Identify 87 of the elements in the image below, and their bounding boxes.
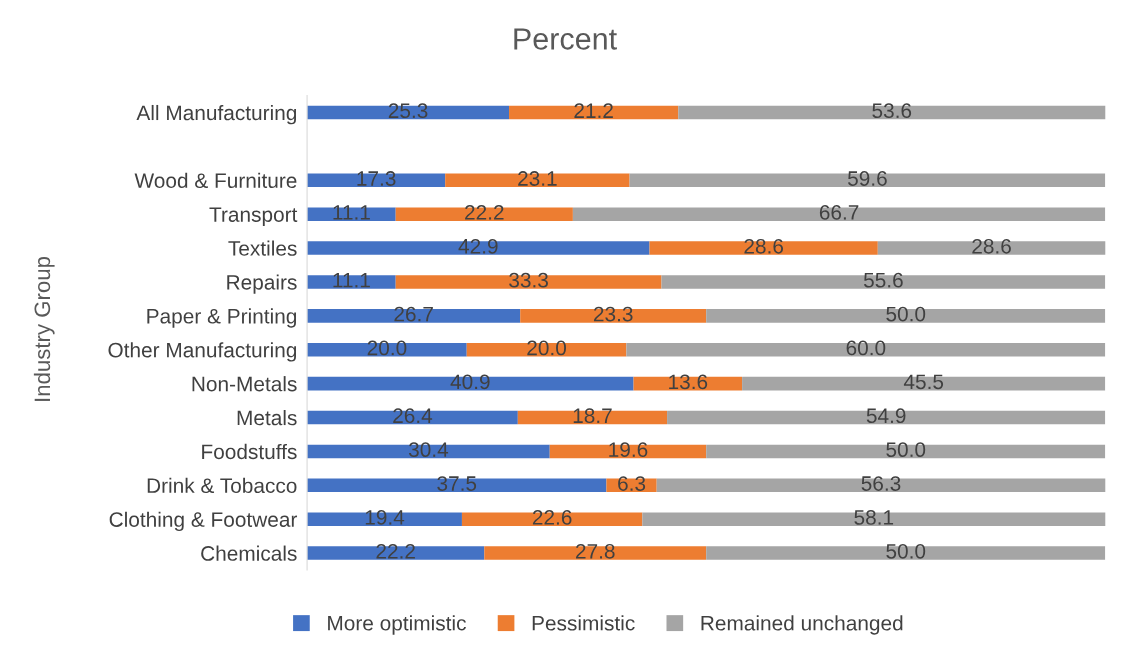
data-label: 37.5 bbox=[437, 476, 477, 491]
y-tick-label: All Manufacturing bbox=[136, 104, 297, 125]
data-label: 6.3 bbox=[618, 476, 646, 491]
data-label: 30.4 bbox=[408, 442, 449, 458]
y-tick-label: Chemicals bbox=[201, 545, 297, 561]
bar bbox=[706, 546, 1106, 560]
data-label: 53.6 bbox=[872, 103, 912, 119]
bar bbox=[307, 410, 518, 425]
bar bbox=[395, 207, 573, 221]
bar bbox=[307, 376, 634, 391]
data-label: 18.7 bbox=[573, 408, 612, 424]
data-label: 50.0 bbox=[886, 306, 926, 322]
data-label: 23.3 bbox=[593, 306, 633, 322]
y-tick-label: Repairs bbox=[227, 274, 297, 294]
data-label: 28.6 bbox=[972, 238, 1011, 254]
bar bbox=[307, 546, 485, 560]
bar bbox=[706, 444, 1106, 459]
legend-label: Remained unchanged bbox=[701, 615, 903, 635]
data-label: 42.9 bbox=[458, 238, 498, 254]
y-tick-label: Transport bbox=[209, 207, 298, 227]
data-label: 27.8 bbox=[576, 543, 615, 559]
y-tick-label: Other Manufacturing bbox=[108, 342, 297, 362]
data-label: 56.3 bbox=[861, 476, 901, 491]
data-label: 26.4 bbox=[393, 408, 433, 424]
data-label: 66.7 bbox=[819, 205, 859, 220]
data-label: 22.6 bbox=[532, 510, 572, 525]
bar bbox=[877, 241, 1106, 255]
data-label: 22.2 bbox=[465, 205, 504, 220]
data-label: 23.1 bbox=[518, 171, 557, 186]
bar bbox=[461, 512, 643, 526]
y-tick-label: Metals bbox=[237, 409, 297, 426]
bar bbox=[484, 546, 707, 560]
bar bbox=[742, 376, 1106, 391]
bar bbox=[445, 173, 630, 188]
y-tick-label: Drink & Tobacco bbox=[147, 477, 297, 494]
data-label: 45.5 bbox=[903, 374, 944, 390]
y-tick-label: Textiles bbox=[228, 240, 297, 256]
data-label: 17.3 bbox=[357, 171, 396, 186]
y-tick-label: Clothing & Footwear bbox=[109, 511, 298, 532]
data-label: 13.6 bbox=[669, 374, 708, 390]
legend-label: More optimistic bbox=[328, 615, 466, 635]
data-label: 25.3 bbox=[388, 103, 428, 119]
data-label: 50.0 bbox=[886, 442, 926, 458]
bar bbox=[629, 173, 1106, 188]
y-axis-title: Industry Group bbox=[33, 256, 55, 401]
y-tick-label: Wood & Furniture bbox=[134, 172, 297, 189]
bar bbox=[667, 410, 1106, 425]
data-label: 19.6 bbox=[609, 442, 648, 458]
data-label: 19.4 bbox=[365, 510, 405, 525]
bar bbox=[307, 275, 396, 289]
bar bbox=[466, 342, 627, 357]
data-label: 50.0 bbox=[886, 543, 926, 559]
data-label: 33.3 bbox=[509, 272, 548, 288]
bar bbox=[307, 512, 462, 526]
y-tick-label: Foodstuffs bbox=[202, 443, 297, 460]
bar bbox=[572, 207, 1106, 221]
data-label: 20.0 bbox=[367, 340, 407, 356]
bar bbox=[307, 342, 467, 357]
y-tick-label: Paper & Printing bbox=[147, 308, 297, 328]
bar bbox=[656, 478, 1106, 493]
data-label: 11.1 bbox=[333, 273, 370, 288]
bar bbox=[626, 342, 1106, 357]
legend-label: Pessimistic bbox=[532, 615, 635, 631]
bar bbox=[307, 105, 510, 120]
data-label: 60.0 bbox=[846, 340, 886, 356]
data-label: 22.2 bbox=[376, 543, 415, 559]
bar bbox=[307, 241, 650, 255]
bar bbox=[307, 207, 396, 221]
data-label: 20.0 bbox=[527, 340, 567, 356]
data-label: 21.2 bbox=[574, 103, 613, 118]
data-label: 55.6 bbox=[863, 272, 903, 288]
data-label: 26.7 bbox=[394, 306, 433, 322]
bar bbox=[678, 105, 1106, 120]
bar bbox=[517, 410, 668, 425]
data-label: 54.9 bbox=[866, 408, 906, 424]
bar bbox=[509, 105, 679, 120]
bar bbox=[307, 478, 607, 493]
data-label: 59.6 bbox=[847, 171, 887, 186]
y-tick-label: Non-Metals bbox=[192, 376, 297, 392]
data-label: 40.9 bbox=[450, 374, 490, 390]
bar bbox=[307, 444, 550, 459]
bar bbox=[649, 241, 878, 255]
data-label: 28.6 bbox=[744, 238, 784, 254]
data-label: 58.1 bbox=[854, 510, 894, 525]
chart-title: Percent bbox=[514, 28, 617, 50]
bar bbox=[642, 512, 1106, 526]
data-label: 11.1 bbox=[333, 205, 370, 220]
